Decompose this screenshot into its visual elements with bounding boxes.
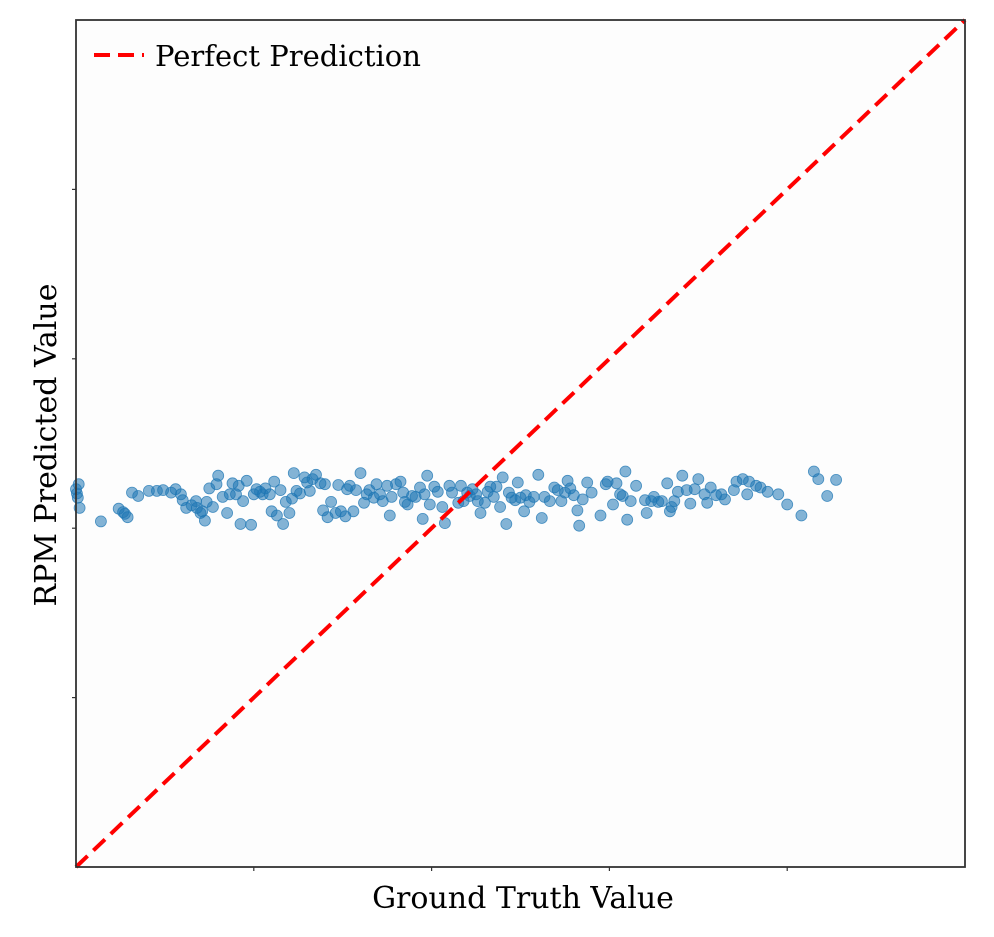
scatter-point (511, 476, 524, 489)
scatter-point (132, 490, 145, 502)
scatter-point (350, 484, 362, 497)
scatter-point (206, 501, 219, 513)
scatter-point (535, 512, 548, 524)
x-axis-label: Ground Truth Value (372, 881, 674, 916)
scatter-point (527, 490, 540, 503)
scatter-point (688, 483, 701, 496)
scatter-point (532, 468, 545, 481)
scatter-point (761, 485, 774, 498)
scatter-point (283, 507, 296, 519)
scatter-point (436, 501, 449, 513)
scatter-point (71, 491, 84, 504)
scatter-point (573, 519, 586, 532)
scatter-point (630, 479, 642, 492)
scatter-point (198, 514, 211, 527)
scatter-point (676, 469, 689, 482)
y-axis-label: RPM Predicted Value (29, 284, 64, 607)
scatter-point (500, 518, 513, 530)
scatter-point (585, 486, 598, 499)
legend: Perfect Prediction (94, 39, 421, 73)
scatter-point (394, 475, 407, 488)
scatter-point (370, 478, 383, 491)
scatter-point (212, 469, 225, 482)
scatter-point (640, 507, 653, 519)
scatter-point (610, 477, 623, 490)
scatter-point (431, 485, 444, 498)
scatter-point (543, 495, 556, 508)
scatter-point (821, 490, 834, 502)
scatter-point (624, 495, 637, 508)
scatter-point (318, 478, 331, 491)
scatter-point (619, 465, 632, 478)
scatter-point (607, 498, 619, 511)
scatter-point (701, 496, 714, 509)
scatter-point (277, 518, 290, 530)
scatter-point (72, 478, 85, 491)
scatter-point (781, 498, 794, 511)
scatter-point (354, 467, 367, 480)
scatter-point (240, 474, 253, 487)
scatter-point (518, 505, 530, 518)
scatter-point (496, 471, 509, 484)
scatter-point (576, 493, 589, 506)
scatter-point (416, 513, 429, 525)
scatter-point (478, 496, 491, 509)
scatter-point (812, 473, 825, 486)
scatter-point (303, 484, 316, 497)
scatter-point (571, 504, 584, 517)
plot-frame (75, 19, 966, 868)
scatter-point (656, 495, 668, 508)
scatter-point (474, 507, 487, 519)
scatter-point (347, 505, 360, 518)
scatter-point (490, 480, 503, 493)
scatter-point (741, 488, 754, 501)
scatter-point (423, 498, 436, 511)
scatter-point (446, 486, 458, 499)
scatter-point (421, 469, 434, 482)
perfect-prediction-line (74, 18, 967, 869)
scatter-point (270, 509, 283, 522)
axis-ticks (72, 188, 788, 871)
scatter-point (494, 501, 507, 513)
scatter-point (385, 490, 398, 503)
scatter-point (719, 493, 731, 506)
scatter-point (234, 518, 247, 530)
scatter-point (245, 518, 258, 531)
scatter-point (581, 476, 594, 489)
scatter-point (772, 488, 785, 501)
scatter-point (237, 495, 250, 508)
scatter-point (221, 507, 234, 519)
scatter-point (383, 509, 396, 522)
scatter-point (692, 473, 705, 486)
scatter-point (684, 497, 697, 510)
scatter-point (274, 484, 287, 497)
scatter-point (594, 509, 607, 522)
scatter-point (268, 475, 281, 488)
scatter-point (661, 477, 674, 490)
scatter-point (287, 467, 300, 480)
scatter-point (294, 487, 306, 500)
scatter-point (487, 490, 500, 503)
scatter-point (263, 488, 276, 501)
scatter-point (121, 511, 134, 524)
legend-label: Perfect Prediction (155, 39, 421, 73)
scatter-point (795, 509, 808, 522)
scatter-point (418, 488, 431, 501)
scatter-point (621, 513, 634, 526)
scatter-point (95, 515, 107, 528)
scatter-point (325, 495, 338, 508)
scatter-point (830, 473, 842, 486)
